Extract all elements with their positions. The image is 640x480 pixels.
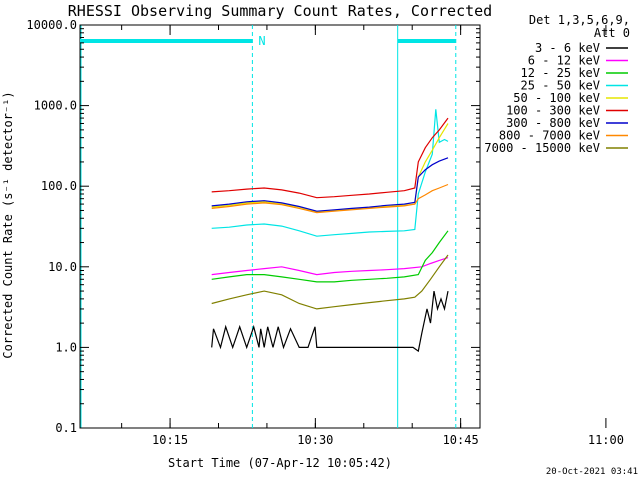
x-tick-label: 10:30 (297, 433, 333, 447)
legend-label: 3 - 6 keV (535, 41, 600, 55)
x-tick-label: 10:45 (443, 433, 479, 447)
legend-attenuator: Att 0 (594, 26, 630, 40)
y-tick-label: 100.0 (41, 179, 77, 193)
legend-label: 12 - 25 keV (521, 66, 600, 80)
legend-detectors: Det 1,3,5,6,9, (529, 13, 630, 27)
y-axis-label: Corrected Count Rate (s⁻¹ detector⁻¹) (1, 91, 15, 358)
night-saa-overlay: N (80, 25, 457, 428)
series-line-12-25-kev (211, 230, 449, 283)
y-tick-label: 10000.0 (26, 18, 77, 32)
series-line-3-6-kev (211, 290, 449, 353)
legend-label: 7000 - 15000 keV (484, 141, 600, 155)
legend-label: 100 - 300 keV (506, 104, 600, 118)
x-axis-label: Start Time (07-Apr-12 10:05:42) (168, 456, 392, 470)
night-flag-label: N (258, 34, 265, 48)
series-line-50-100-kev (211, 123, 449, 213)
legend-label: 50 - 100 keV (513, 91, 600, 105)
series-line-800-7000-kev (211, 183, 449, 214)
series-line-6-12-kev (211, 257, 449, 276)
series-layer (211, 109, 449, 353)
legend-label: 25 - 50 keV (521, 79, 600, 93)
series-line-25-50-kev (211, 109, 449, 237)
series-line-100-300-kev (211, 117, 449, 199)
legend-label: 6 - 12 keV (528, 54, 600, 68)
y-axis: 0.1 1.0 10.0 100.0 1000.0 10000.0 (26, 18, 480, 435)
plot-frame (79, 24, 481, 429)
y-tick-label: 0.1 (55, 421, 77, 435)
series-line-300-800-kev (211, 157, 449, 212)
plot-area (79, 24, 481, 429)
x-tick-label: 10:15 (152, 433, 188, 447)
y-tick-label: 1000.0 (34, 99, 77, 113)
legend-label: 800 - 7000 keV (499, 129, 600, 143)
footer-timestamp: 20-Oct-2021 03:41 (546, 467, 638, 477)
x-tick-label: 11:00 (588, 433, 624, 447)
y-tick-label: 10.0 (48, 260, 77, 274)
series-line-7000-15000-kev (211, 254, 449, 310)
legend-label: 300 - 800 keV (506, 116, 600, 130)
chart-title: RHESSI Observing Summary Count Rates, Co… (68, 2, 492, 20)
y-tick-label: 1.0 (55, 340, 77, 354)
